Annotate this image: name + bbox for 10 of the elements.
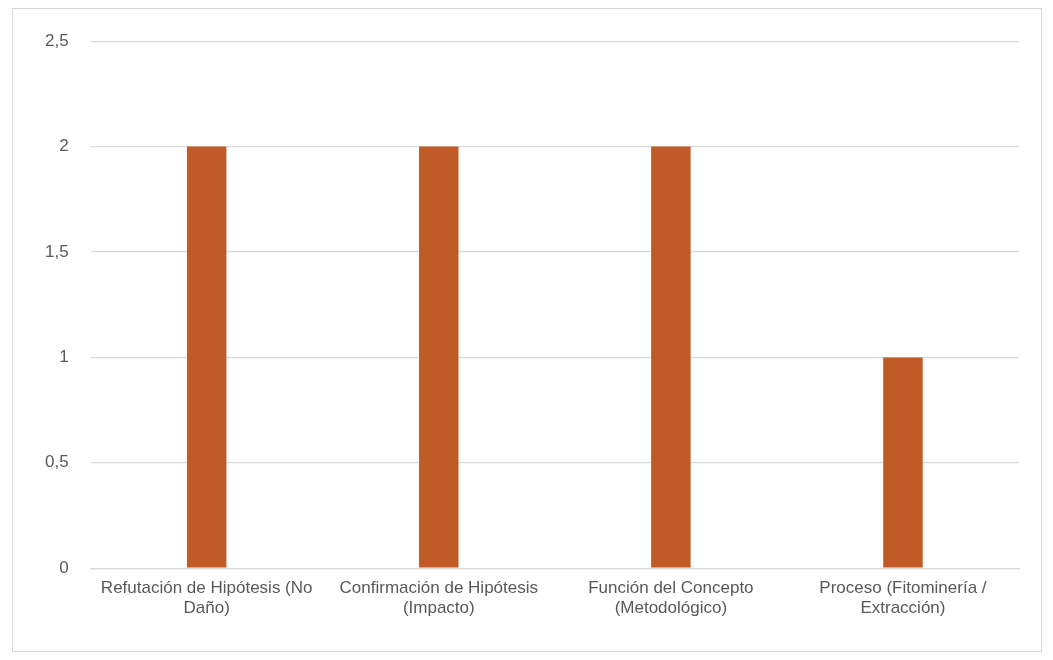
x-tick-label: Proceso (Fitominería / Extracción) — [819, 578, 987, 618]
x-tick-label: Función del Concepto (Metodológico) — [588, 578, 754, 618]
y-tick-label: 0 — [59, 557, 69, 577]
y-tick-label: 1,5 — [44, 241, 69, 261]
y-tick-label: 1 — [59, 347, 69, 367]
y-tick-label: 0,5 — [44, 452, 69, 472]
y-tick-label: 2 — [59, 136, 69, 156]
x-tick-label: Refutación de Hipótesis (No Daño) — [100, 578, 313, 618]
y-tick-label: 2,5 — [44, 30, 69, 50]
x-tick-label: Confirmación de Hipótesis (Impacto) — [339, 578, 538, 618]
